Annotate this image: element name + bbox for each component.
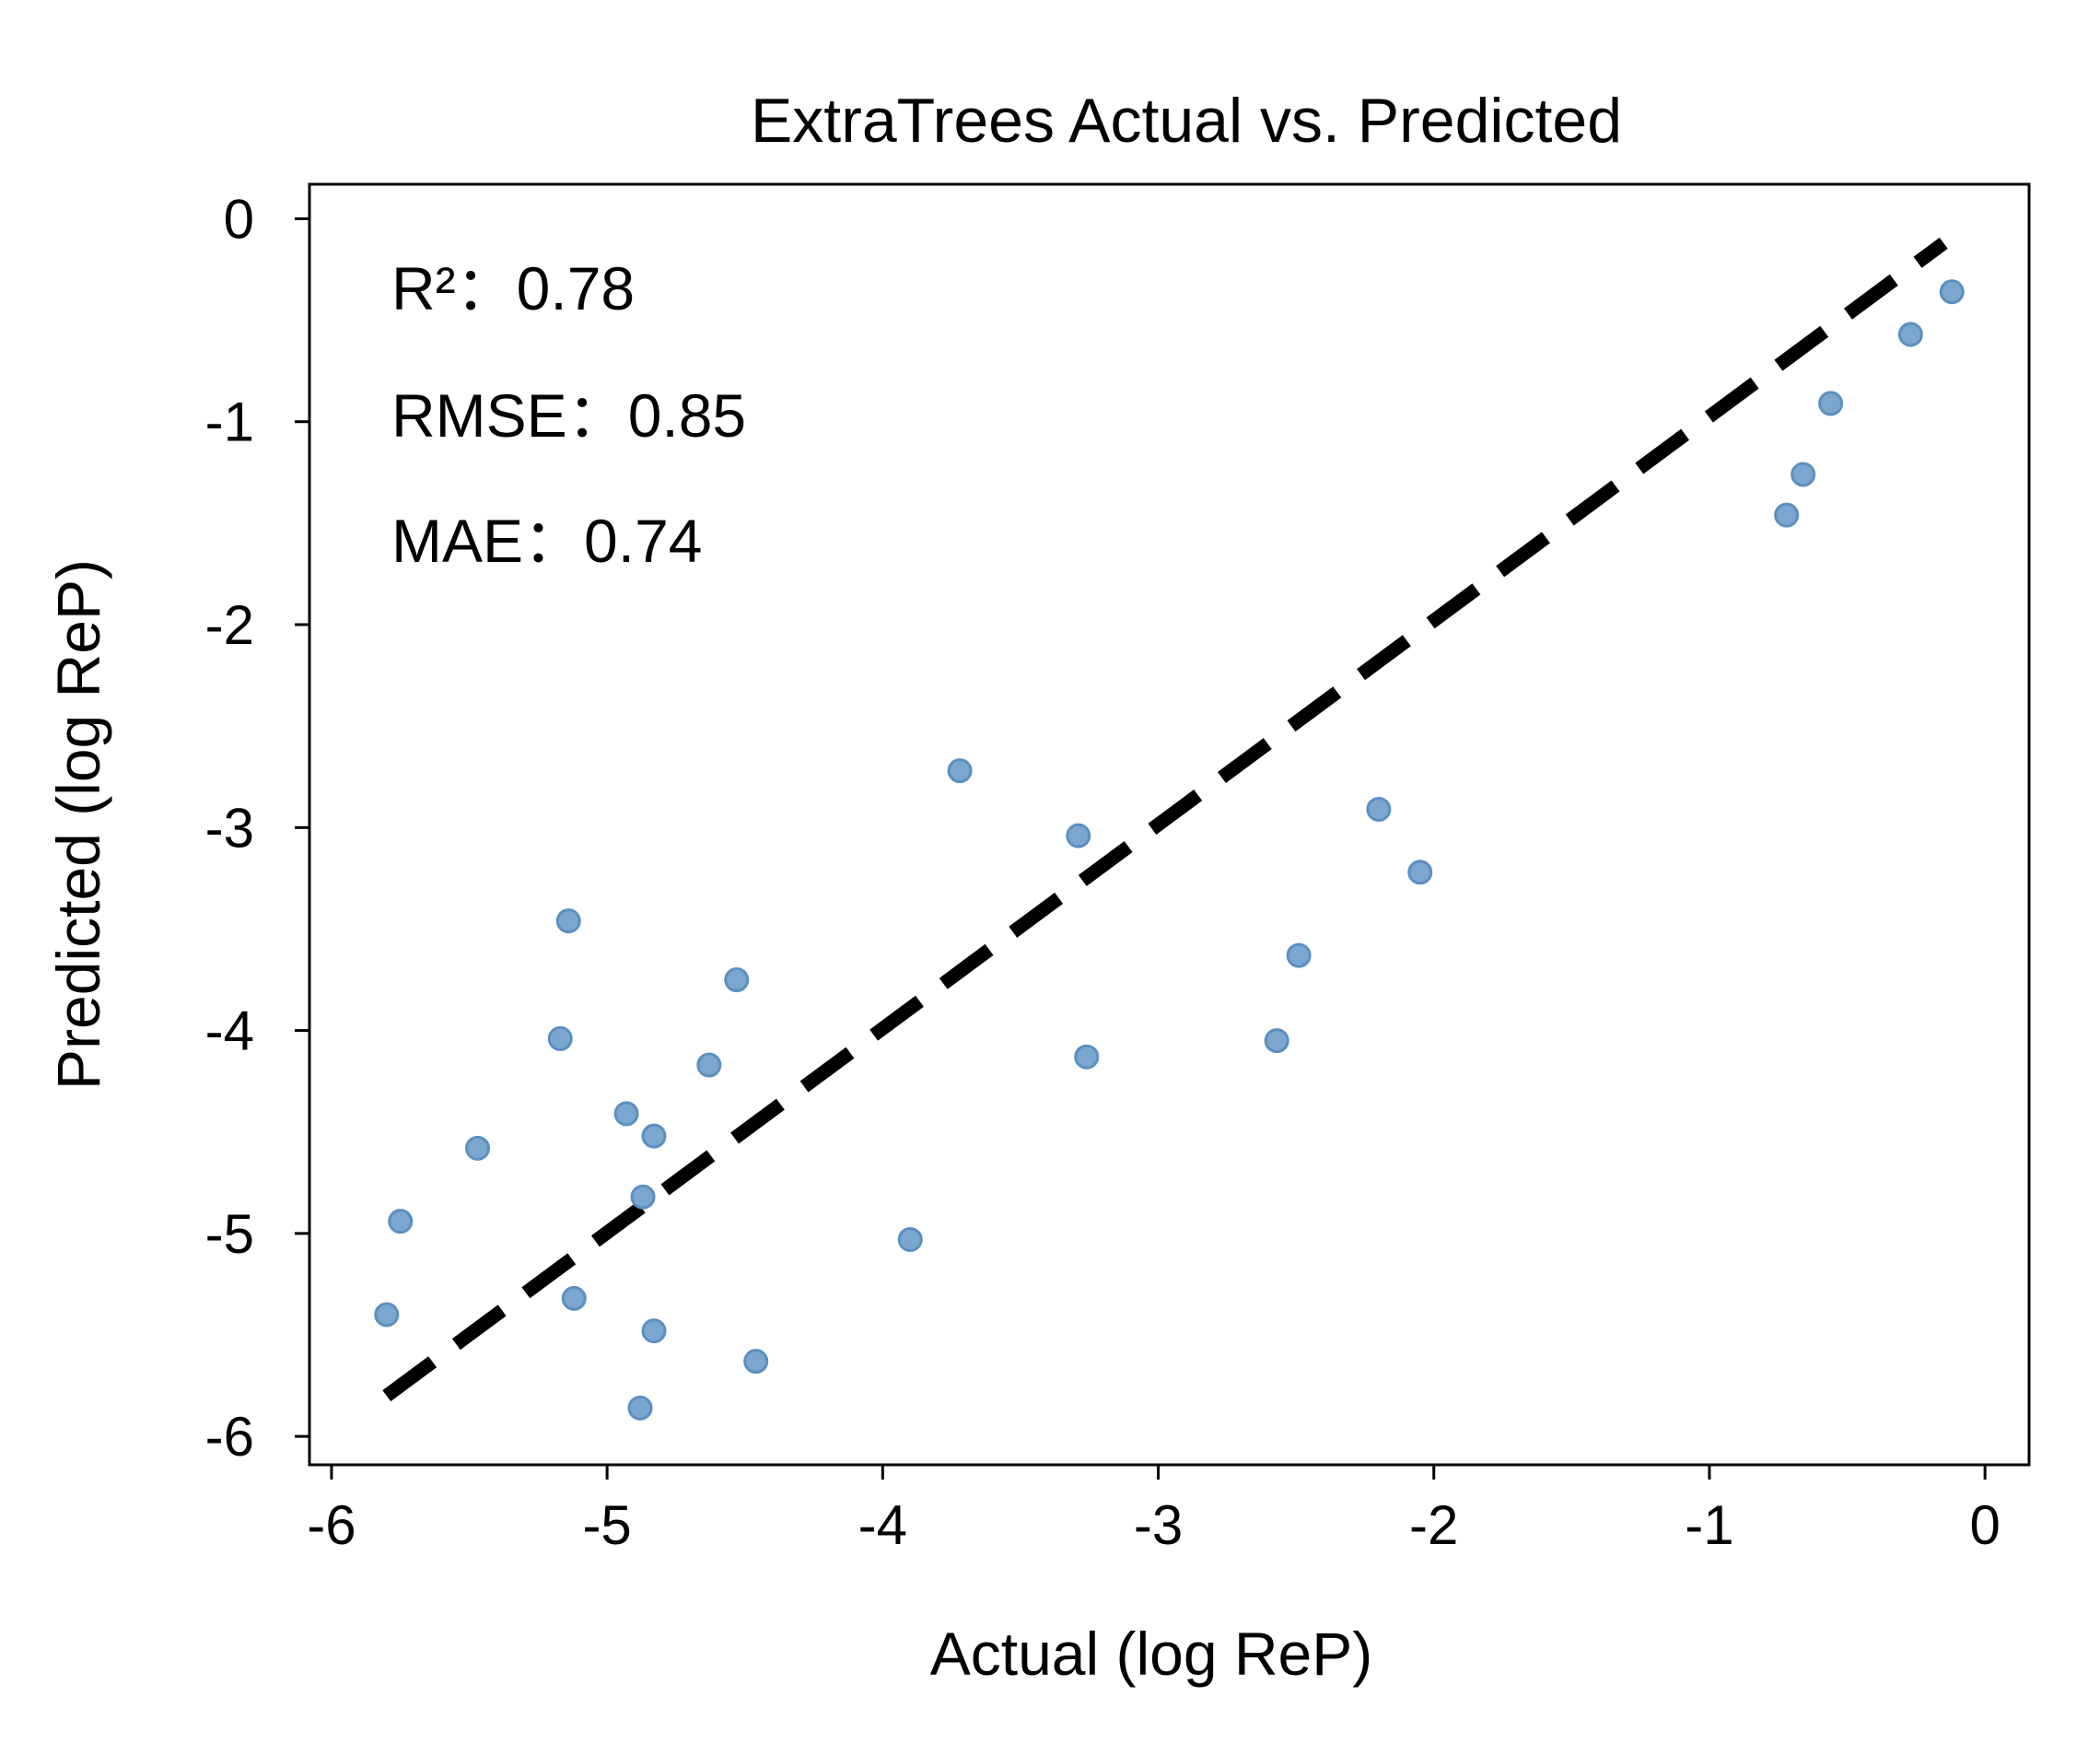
x-tick-label: -1 (1685, 1494, 1733, 1556)
data-point (630, 1184, 656, 1210)
y-tick-label: 0 (224, 188, 254, 250)
y-tick-label: -4 (205, 1000, 254, 1062)
data-point (897, 1226, 923, 1252)
data-point (696, 1052, 722, 1078)
y-tick-label: -1 (205, 392, 254, 453)
data-point (1407, 860, 1433, 885)
data-point (1286, 942, 1312, 968)
data-point (388, 1209, 414, 1234)
data-point (561, 1285, 587, 1311)
r2-label: R²： (391, 254, 517, 322)
data-point (374, 1302, 400, 1328)
data-points (374, 279, 1965, 1421)
y-tick-label: -2 (205, 594, 254, 656)
data-point (1791, 462, 1816, 487)
data-point (1074, 1044, 1100, 1070)
y-tick-label: -5 (205, 1203, 254, 1265)
y-tick-label: -3 (205, 797, 254, 859)
y-tick-label: -6 (205, 1406, 254, 1468)
data-point (1939, 279, 1965, 305)
data-point (641, 1123, 667, 1149)
data-point (641, 1318, 667, 1344)
data-point (724, 967, 750, 993)
x-tick-label: -5 (582, 1494, 631, 1556)
data-point (743, 1349, 769, 1375)
reference-line (382, 237, 1948, 1402)
r2-value: 0.78 (517, 254, 635, 322)
data-point (547, 1025, 573, 1051)
x-tick-label: -6 (307, 1494, 356, 1556)
r2-annotation: R²：0.78 (391, 254, 635, 322)
data-point (1774, 502, 1800, 528)
data-point (1366, 796, 1392, 822)
y-axis-label: Predicted (log ReP) (44, 559, 112, 1090)
x-tick-label: -4 (858, 1494, 907, 1556)
rmse-annotation: RMSE：0.85 (391, 381, 746, 450)
rmse-label: RMSE： (391, 381, 628, 450)
x-tick-label: -3 (1134, 1494, 1183, 1556)
x-tick-label: 0 (1969, 1494, 2000, 1556)
data-point (627, 1395, 653, 1421)
rmse-value: 0.85 (628, 381, 746, 450)
x-axis: -6 -5 -4 -3 -2 -1 0 (307, 1465, 2001, 1556)
plot-frame (308, 182, 2031, 1467)
mae-value: 0.74 (584, 507, 702, 575)
data-point (555, 908, 581, 934)
data-point (1897, 322, 1923, 347)
data-point (1264, 1028, 1289, 1054)
data-point (465, 1135, 491, 1161)
data-point (1066, 823, 1091, 848)
data-point (947, 758, 973, 784)
data-point (1818, 391, 1844, 416)
x-axis-label: Actual (log ReP) (930, 1620, 1373, 1688)
y-axis: 0 -1 -2 -3 -4 -5 -6 (205, 188, 309, 1468)
mae-annotation: MAE：0.74 (391, 507, 703, 575)
data-point (613, 1101, 639, 1127)
chart-title: ExtraTrees Actual vs. Predicted (751, 86, 1622, 156)
mae-label: MAE： (391, 507, 584, 575)
x-tick-label: -2 (1409, 1494, 1458, 1556)
